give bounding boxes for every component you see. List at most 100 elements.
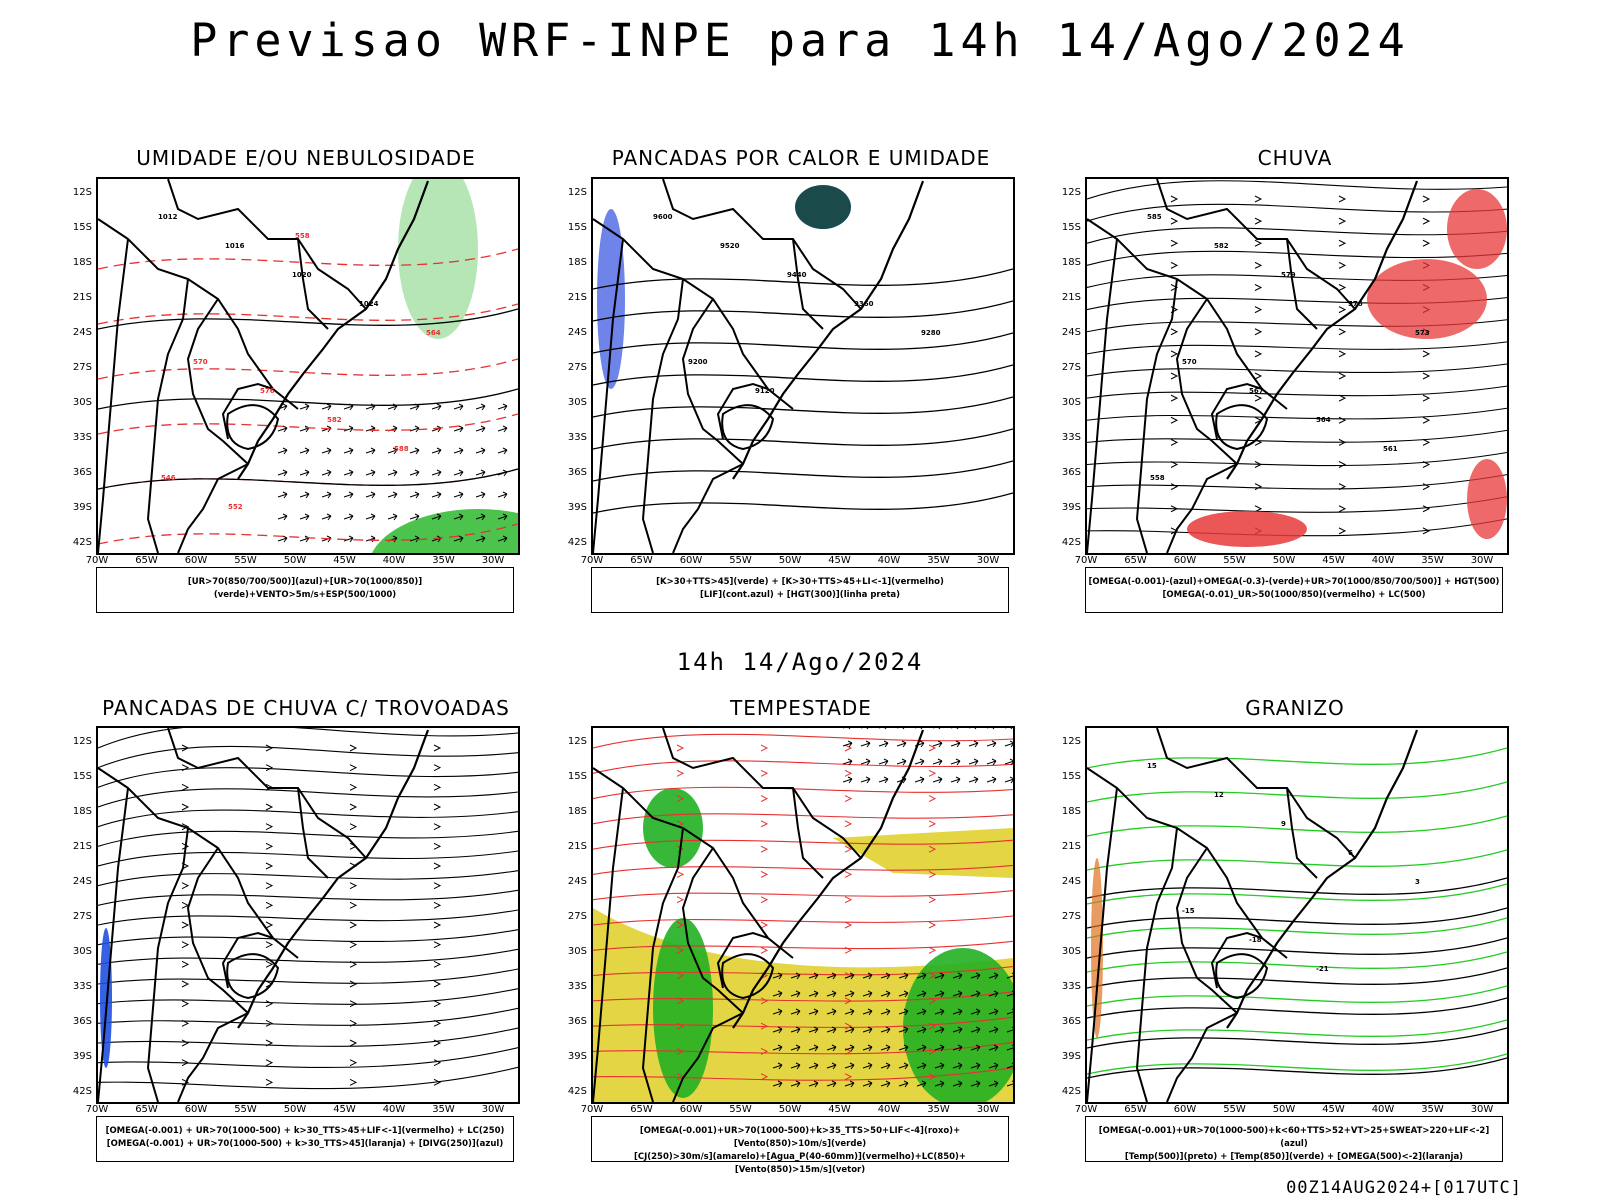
lat-tick-label: 15S: [567, 222, 587, 233]
contour-label: 6: [1348, 849, 1353, 857]
lon-tick-label: 35W: [432, 1104, 455, 1115]
lon-tick-label: 40W: [877, 1104, 901, 1115]
contour-label: 3: [1415, 878, 1420, 886]
lon-tick-label: 40W: [1371, 1104, 1395, 1115]
contour-label: 564: [1316, 416, 1331, 424]
lat-tick-label: 18S: [72, 806, 92, 817]
contour-label: -21: [1316, 965, 1329, 973]
lon-tick-label: 70W: [1074, 555, 1098, 566]
lat-tick-label: 39S: [567, 1051, 587, 1062]
lon-tick-label: 40W: [877, 555, 901, 566]
contour-label: 9520: [720, 242, 740, 250]
lat-tick-label: 39S: [567, 502, 587, 513]
legend-line: [CJ(250)>30m/s](amarelo)+[Agua_P(40-60mm…: [633, 1152, 967, 1175]
lon-tick-label: 70W: [85, 555, 109, 566]
contour-label: 576: [1348, 300, 1363, 308]
lat-tick-label: 27S: [567, 362, 587, 373]
lon-tick-label: 55W: [234, 1104, 257, 1115]
lat-tick-label: 33S: [72, 432, 92, 443]
contour-label: 9360: [854, 300, 874, 308]
lat-tick-label: 24S: [1061, 876, 1081, 887]
lat-tick-label: 18S: [567, 257, 587, 268]
lon-tick-label: 55W: [729, 555, 752, 566]
contour-label: 579: [1281, 271, 1296, 279]
lat-tick-label: 18S: [567, 806, 587, 817]
lat-tick-label: 27S: [72, 911, 92, 922]
lat-tick-label: 30S: [567, 946, 587, 957]
contour-label: 552: [228, 503, 243, 511]
lat-tick-label: 24S: [567, 327, 587, 338]
lon-tick-label: 35W: [1421, 1104, 1444, 1115]
lat-tick-label: 12S: [567, 736, 587, 747]
lat-tick-label: 21S: [72, 292, 92, 303]
lon-tick-label: 65W: [630, 1104, 653, 1115]
lon-tick-label: 45W: [333, 1104, 356, 1115]
lon-tick-label: 70W: [580, 555, 604, 566]
lat-tick-label: 42S: [567, 1086, 587, 1097]
contour-label: 570: [1182, 358, 1197, 366]
map-canvas: [593, 728, 1013, 1102]
lon-tick-label: 40W: [382, 1104, 406, 1115]
lat-tick-label: 24S: [72, 327, 92, 338]
map-canvas: [98, 728, 518, 1102]
contour-label: 582: [327, 416, 342, 424]
legend-line: [LIF](cont.azul) + [HGT(300)](linha pret…: [699, 590, 901, 600]
lat-tick-label: 27S: [1061, 362, 1081, 373]
contour-label: 15: [1147, 762, 1157, 770]
lat-tick-label: 24S: [1061, 327, 1081, 338]
lon-tick-label: 60W: [679, 555, 703, 566]
legend-box: [K>30+TTS>45](verde) + [K>30+TTS>45+LI<-…: [591, 567, 1009, 613]
lat-tick-label: 30S: [72, 946, 92, 957]
lat-tick-label: 30S: [72, 397, 92, 408]
legend-box: [OMEGA(-0.001) + UR>70(1000-500) + k>30_…: [96, 1116, 514, 1162]
lon-tick-label: 35W: [927, 555, 950, 566]
lat-tick-label: 12S: [567, 187, 587, 198]
lat-tick-label: 15S: [567, 771, 587, 782]
footer-timestamp: 00Z14AUG2024+[017UTC]: [1286, 1178, 1522, 1198]
lon-tick-label: 30W: [1470, 1104, 1494, 1115]
contour-label: -18: [1249, 936, 1262, 944]
lat-tick-label: 30S: [567, 397, 587, 408]
lat-tick-label: 36S: [72, 467, 92, 478]
lat-tick-label: 18S: [1061, 806, 1081, 817]
lat-tick-label: 21S: [72, 841, 92, 852]
contour-label: 558: [295, 232, 310, 240]
lat-tick-label: 36S: [567, 1016, 587, 1027]
panel-title: PANCADAS DE CHUVA C/ TROVOADAS: [102, 696, 510, 720]
lon-tick-label: 65W: [1124, 555, 1147, 566]
lat-tick-label: 33S: [567, 981, 587, 992]
contour-label: 9: [1281, 820, 1286, 828]
lon-tick-label: 45W: [828, 1104, 851, 1115]
contour-label: 573: [1415, 329, 1430, 337]
legend-line: [K>30+TTS>45](verde) + [K>30+TTS>45+LI<-…: [656, 577, 944, 587]
lon-tick-label: 35W: [1421, 555, 1444, 566]
legend-line: [UR>70(850/700/500)](azul)+[UR>70(1000/8…: [187, 577, 423, 600]
lon-tick-label: 30W: [1470, 555, 1494, 566]
contour-label: 1012: [158, 213, 178, 221]
lat-tick-label: 27S: [567, 911, 587, 922]
legend-box: [OMEGA(-0.001)+UR>70(1000-500)+k>35_TTS>…: [591, 1116, 1009, 1175]
lon-tick-label: 65W: [1124, 1104, 1147, 1115]
lon-tick-label: 60W: [1173, 555, 1197, 566]
lon-tick-label: 60W: [679, 1104, 703, 1115]
contour-label: 9440: [787, 271, 807, 279]
lat-tick-label: 21S: [1061, 841, 1081, 852]
lat-tick-label: 12S: [72, 187, 92, 198]
lon-tick-label: 30W: [481, 1104, 505, 1115]
panel-title: CHUVA: [1257, 146, 1333, 170]
map-canvas: 15 12 9 6 3 -15 -18 -21: [1087, 728, 1507, 1102]
map-canvas: 1012 1016 1020 1024 564 570 576 582 588 546 552 558: [98, 179, 518, 553]
lon-tick-label: 50W: [778, 1104, 802, 1115]
legend-box: [OMEGA(-0.001)-(azul)+OMEGA(-0.3)-(verde…: [1085, 567, 1503, 613]
lon-tick-label: 60W: [184, 1104, 208, 1115]
lon-tick-label: 65W: [135, 555, 158, 566]
lat-tick-label: 18S: [72, 257, 92, 268]
lon-tick-label: 65W: [630, 555, 653, 566]
lat-tick-label: 24S: [567, 876, 587, 887]
lon-tick-label: 70W: [85, 1104, 109, 1115]
legend-line: [Temp(500)](preto) + [Temp(850)](verde) …: [1124, 1152, 1464, 1162]
lat-tick-label: 30S: [1061, 946, 1081, 957]
lon-tick-label: 50W: [778, 555, 802, 566]
panel-title: TEMPESTADE: [730, 696, 872, 720]
lon-tick-label: 50W: [283, 1104, 307, 1115]
